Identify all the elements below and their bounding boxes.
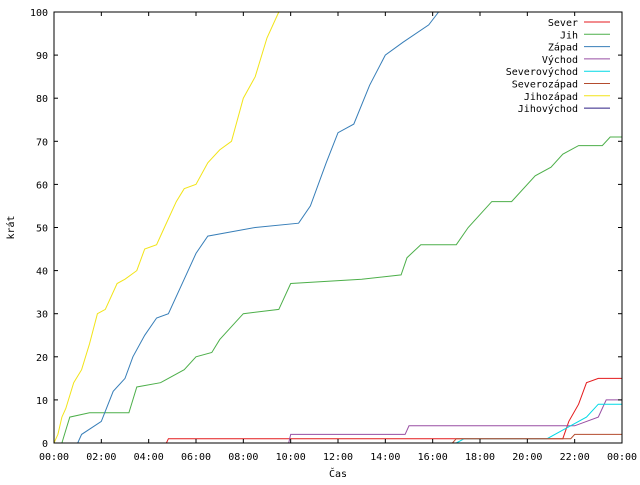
y-axis-label: krát <box>5 215 17 239</box>
series-line-severovychod <box>54 403 622 444</box>
y-tick-label: 70 <box>36 137 48 148</box>
x-tick-label: 20:00 <box>512 452 542 463</box>
series-line-zapad <box>54 11 439 444</box>
axes: 00:00 02:00 04:00 06:00 08:00 10:00 12:00 14:00… <box>30 8 637 463</box>
legend-label-zapad: Západ <box>548 42 578 54</box>
y-tick-label: 80 <box>36 94 48 105</box>
x-tick-label: 16:00 <box>418 452 448 463</box>
y-tick-label: 90 <box>36 51 48 62</box>
legend: SeverJihZápadVýchodSeverovýchodSeverozáp… <box>506 18 610 115</box>
x-tick-label: 14:00 <box>370 452 400 463</box>
y-tick-label: 10 <box>36 396 48 407</box>
x-tick-label: 18:00 <box>465 452 495 463</box>
x-tick-label: 10:00 <box>276 452 306 463</box>
x-axis-label: Čas <box>329 467 347 480</box>
x-tick-label: 00:00 <box>39 452 69 463</box>
series-line-jihozapad <box>53 11 280 444</box>
y-tick-label: 100 <box>30 8 48 19</box>
x-tick-label: 06:00 <box>181 452 211 463</box>
legend-label-sever: Sever <box>548 18 578 29</box>
series-line-sever <box>54 377 622 444</box>
legend-label-jihovychod: Jihovýchod <box>518 103 578 115</box>
y-tick-label: 40 <box>36 267 48 278</box>
x-tick-label: 12:00 <box>323 452 353 463</box>
y-tick-label: 20 <box>36 353 48 364</box>
legend-label-vychod: Východ <box>542 54 578 66</box>
legend-label-severovychod: Severovýchod <box>506 66 578 78</box>
legend-label-jihozapad: Jihozápad <box>524 91 578 103</box>
y-tick-label: 50 <box>36 224 48 235</box>
x-tick-label: 22:00 <box>560 452 590 463</box>
x-tick-label: 00:00 <box>607 452 637 463</box>
y-tick-label: 60 <box>36 180 48 191</box>
series-line-jih <box>54 136 622 444</box>
legend-label-jih: Jih <box>560 30 578 41</box>
legend-label-severozapad: Severozápad <box>512 79 578 91</box>
y-tick-label: 0 <box>42 439 48 450</box>
x-tick-label: 02:00 <box>86 452 116 463</box>
x-tick-label: 04:00 <box>134 452 164 463</box>
y-tick-label: 30 <box>36 310 48 321</box>
x-tick-label: 08:00 <box>228 452 258 463</box>
series-line-vychod <box>54 399 622 444</box>
